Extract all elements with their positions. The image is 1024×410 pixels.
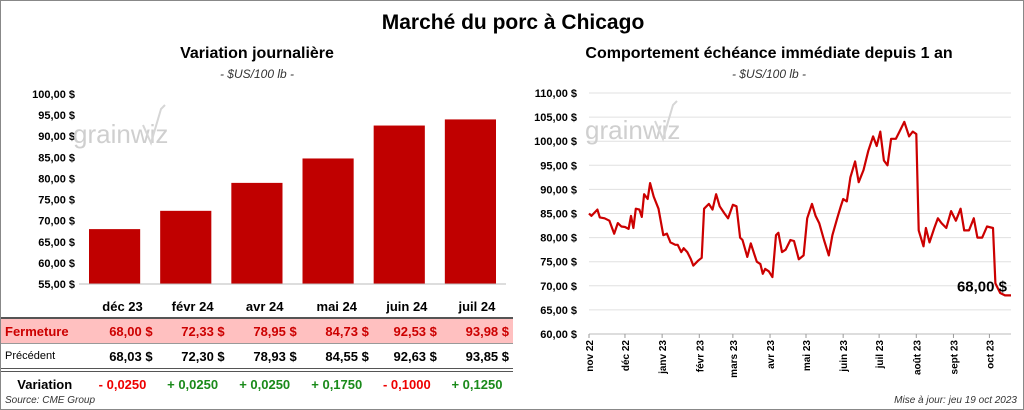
bar-mai-24 [302, 158, 354, 284]
bar-chart: 55,00 $ 60,00 $ 65,00 $ 70,00 $ 75,00 $ 80,00… [32, 89, 506, 291]
col-header: juin 24 [386, 298, 428, 314]
cell: 92,63 $ [393, 348, 437, 364]
cell: + 0,0250 [167, 376, 219, 392]
y-tick-label: 85,00 $ [540, 209, 577, 221]
cell: 93,85 $ [465, 348, 509, 364]
cell: - 0,0250 [98, 376, 147, 392]
price-line [588, 120, 1011, 297]
line-chart: 60,00 $ 65,00 $ 70,00 $ 75,00 $ 80,00 $ 85,00… [534, 88, 1011, 378]
cell: + 0,0250 [239, 376, 291, 392]
bar-déc-23 [89, 229, 141, 284]
y-tick-label: 75,00 $ [38, 195, 75, 207]
y-tick-label: 65,00 $ [38, 237, 75, 249]
y-tick-label: 90,00 $ [540, 184, 577, 196]
source-note: Source: CME Group [5, 395, 96, 406]
y-tick-label: 70,00 $ [540, 281, 577, 293]
table-row-variation: Variation - 0,0250 + 0,0250 + 0,0250 + 0… [1, 370, 513, 396]
bar-juil-24 [444, 119, 496, 284]
right-panel-title: Comportement échéance immédiate depuis 1… [585, 45, 953, 62]
right-panel-unit: - $US/100 lb - [731, 67, 807, 81]
x-tick-label: juin 23 [839, 340, 850, 373]
col-header: déc 23 [102, 298, 143, 314]
x-tick-label: sept 23 [949, 340, 960, 375]
watermark-check-icon [654, 100, 678, 142]
bar-juin-24 [373, 125, 425, 284]
row-label: Fermeture [5, 323, 69, 339]
x-tick-label: juil 23 [875, 340, 886, 370]
x-tick-label: mars 23 [729, 340, 740, 378]
x-tick-label: mai 23 [802, 340, 813, 372]
y-tick-label: 105,00 $ [534, 112, 577, 124]
y-tick-label: 85,00 $ [38, 152, 75, 164]
left-panel-title: Variation journalière [180, 45, 334, 62]
x-tick-label: janv 23 [658, 340, 669, 375]
y-tick-label: 100,00 $ [32, 89, 75, 101]
bar-avr-24 [231, 182, 283, 284]
col-header: mai 24 [316, 298, 357, 314]
y-tick-label: 60,00 $ [38, 258, 75, 270]
watermark-logo: grainwiz [73, 119, 168, 149]
cell: 78,95 $ [253, 323, 297, 339]
y-tick-label: 60,00 $ [540, 329, 577, 341]
y-tick-label: 55,00 $ [38, 279, 75, 291]
table-header-row: déc 23 févr 24 avr 24 mai 24 juin 24 jui… [1, 295, 513, 318]
cell: 84,73 $ [325, 323, 369, 339]
cell: + 0,1250 [451, 376, 503, 392]
futures-table: déc 23 févr 24 avr 24 mai 24 juin 24 jui… [1, 295, 513, 396]
cell: 72,30 $ [181, 348, 225, 364]
y-tick-label: 95,00 $ [540, 160, 577, 172]
col-header: févr 24 [171, 298, 214, 314]
cell: + 0,1750 [311, 376, 363, 392]
cell: 84,55 $ [325, 348, 369, 364]
y-tick-label: 75,00 $ [540, 257, 577, 269]
cell: 68,03 $ [109, 348, 153, 364]
x-tick-label: avr 23 [766, 340, 777, 369]
main-title: Marché du porc à Chicago [381, 11, 645, 34]
left-panel-unit: - $US/100 lb - [219, 67, 295, 81]
cell: 92,53 $ [393, 323, 437, 339]
col-header: avr 24 [245, 298, 284, 314]
watermark-logo: grainwiz [585, 115, 680, 145]
y-tick-label: 80,00 $ [38, 173, 75, 185]
table-row-precedent: Précédent 68,03 $ 72,30 $ 78,93 $ 84,55 … [1, 344, 513, 370]
cell: 72,33 $ [181, 323, 225, 339]
x-tick-label: déc 22 [621, 340, 632, 372]
cell: 78,93 $ [253, 348, 297, 364]
cell: - 0,1000 [382, 376, 431, 392]
col-header: juil 24 [458, 298, 496, 314]
y-tick-label: 90,00 $ [38, 131, 75, 143]
y-tick-label: 65,00 $ [540, 305, 577, 317]
row-label: Précédent [5, 350, 56, 362]
y-tick-label: 80,00 $ [540, 233, 577, 245]
y-tick-label: 100,00 $ [534, 136, 577, 148]
x-tick-label: oct 23 [985, 340, 996, 369]
row-label: Variation [17, 376, 73, 392]
update-date: Mise à jour: jeu 19 oct 2023 [894, 395, 1017, 406]
bar-févr-24 [160, 210, 212, 284]
last-price-label: 68,00 $ [957, 278, 1008, 295]
cell: 68,00 $ [109, 323, 153, 339]
y-tick-label: 110,00 $ [535, 88, 577, 100]
cell: 93,98 $ [465, 323, 509, 339]
watermark-check-icon [142, 104, 166, 146]
y-tick-label: 95,00 $ [38, 110, 75, 122]
x-tick-label: nov 22 [585, 340, 596, 372]
y-tick-label: 70,00 $ [38, 216, 75, 228]
x-tick-label: août 23 [912, 340, 923, 375]
x-tick-label: févr 23 [695, 340, 706, 373]
table-row-fermeture: Fermeture 68,00 $ 72,33 $ 78,95 $ 84,73 … [1, 318, 513, 344]
